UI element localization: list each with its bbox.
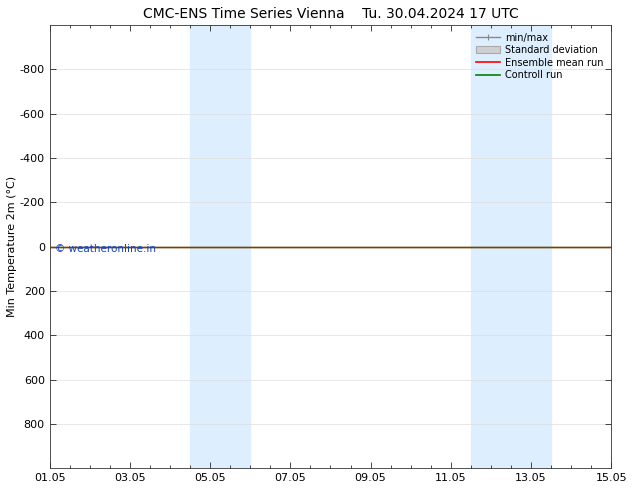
Text: © weatheronline.in: © weatheronline.in [55, 245, 157, 254]
Bar [471, 25, 551, 468]
Y-axis label: Min Temperature 2m (°C): Min Temperature 2m (°C) [7, 176, 17, 317]
Legend: min/max, Standard deviation, Ensemble mean run, Controll run: min/max, Standard deviation, Ensemble me… [473, 30, 606, 83]
Title: CMC-ENS Time Series Vienna    Tu. 30.04.2024 17 UTC: CMC-ENS Time Series Vienna Tu. 30.04.202… [143, 7, 519, 21]
Bar [190, 25, 250, 468]
